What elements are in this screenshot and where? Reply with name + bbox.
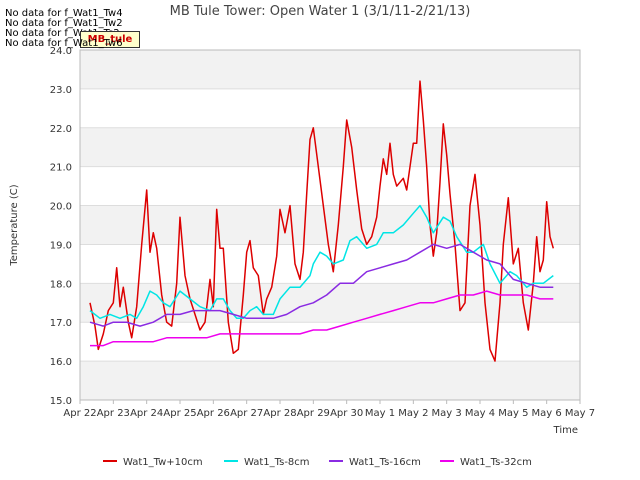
series-lines — [89, 80, 555, 362]
plot-band — [80, 50, 580, 89]
x-tick-labels: Apr 22 Apr 23 Apr 24 Apr 25 Apr 26 Apr 27 Apr … — [63, 408, 595, 419]
legend-label: Wat1_Ts-32cm — [460, 457, 532, 468]
x-tick-label: Apr 27 — [230, 408, 263, 419]
series-line-2 — [89, 243, 554, 327]
station-label-box: MB_tule — [80, 31, 140, 48]
y-tick-label: 24.0 — [50, 46, 72, 57]
plot-band — [80, 205, 580, 245]
no-data-message: No data for f_Wat1_Ts2 — [5, 28, 120, 39]
x-tick-label: May 2 — [398, 408, 428, 419]
y-tick-label: 16.0 — [50, 357, 72, 368]
x-tick-label: Apr 29 — [297, 408, 330, 419]
legend-label: Wat1_Ts-16cm — [349, 457, 421, 468]
x-tick-label: Apr 25 — [163, 408, 196, 419]
x-tick-label: May 5 — [498, 408, 528, 419]
y-tick-label: 15.0 — [50, 396, 72, 407]
x-tick-label: May 3 — [432, 408, 462, 419]
legend-label: Wat1_Tw+10cm — [123, 457, 203, 468]
x-axis-label: Time — [553, 425, 578, 436]
series-line-1 — [89, 204, 554, 320]
x-tick-label: Apr 30 — [330, 408, 363, 419]
series-line-0 — [89, 80, 555, 362]
x-tick-label: Apr 24 — [130, 408, 163, 419]
y-tick-label: 23.0 — [50, 85, 72, 96]
plot-band — [80, 361, 580, 400]
x-tick-label: May 7 — [565, 408, 595, 419]
legend: Wat1_Tw+10cm Wat1_Ts-8cm Wat1_Ts-16cm Wat1_… — [103, 457, 532, 468]
y-tick-label: 21.0 — [50, 163, 72, 174]
chart-title: MB Tule Tower: Open Water 1 (3/1/11-2/21… — [170, 4, 471, 19]
y-tick-labels: 15.0 16.0 17.0 18.0 19.0 20.0 21.0 22.0 23.0 24.0 — [50, 46, 72, 407]
no-data-message: No data for f_Wat1_Tw6 — [5, 38, 123, 49]
y-tick-label: 17.0 — [50, 318, 72, 329]
y-tick-label: 20.0 — [50, 202, 72, 213]
y-tick-label: 22.0 — [50, 124, 72, 135]
plot-band — [80, 283, 580, 323]
legend-label: Wat1_Ts-8cm — [244, 457, 310, 468]
series-line-3 — [90, 290, 554, 347]
plot-band — [80, 127, 580, 167]
x-tick-label: Apr 26 — [197, 408, 230, 419]
x-tick-label: Apr 28 — [263, 408, 296, 419]
x-tick-label: Apr 22 — [63, 408, 96, 419]
y-tick-label: 19.0 — [50, 240, 72, 251]
x-tick-label: May 4 — [465, 408, 495, 419]
no-data-message: No data for f_Wat1_Tw4 — [5, 8, 123, 19]
y-axis-label: Temperature (C) — [9, 184, 20, 266]
x-tick-label: May 6 — [532, 408, 562, 419]
x-tick-label: May 1 — [365, 408, 395, 419]
y-tick-label: 18.0 — [50, 279, 72, 290]
x-tick-label: Apr 23 — [97, 408, 130, 419]
plot-background-bands — [80, 50, 580, 400]
no-data-message: No data for f_Wat1_Tw2 — [5, 18, 123, 29]
plot-frame — [79, 49, 581, 401]
